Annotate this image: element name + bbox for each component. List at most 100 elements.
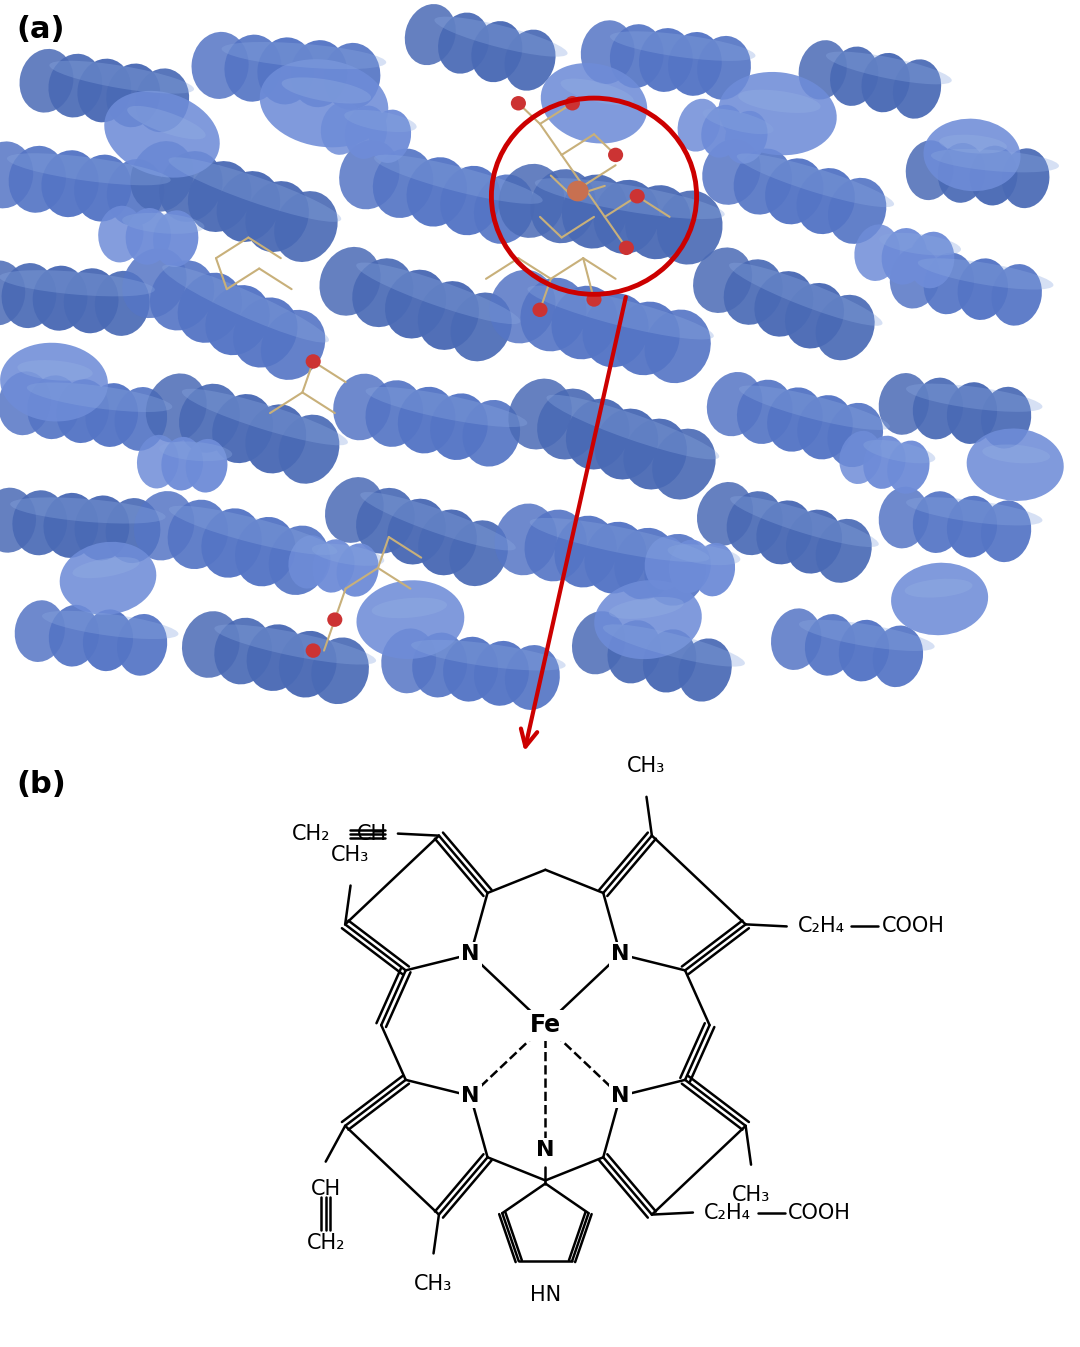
Ellipse shape: [527, 286, 714, 339]
Ellipse shape: [291, 40, 348, 108]
Ellipse shape: [983, 445, 1050, 463]
Ellipse shape: [504, 30, 555, 90]
Ellipse shape: [225, 35, 282, 101]
Ellipse shape: [443, 637, 498, 702]
Ellipse shape: [372, 598, 447, 618]
Ellipse shape: [923, 119, 1021, 191]
Ellipse shape: [827, 403, 883, 467]
Ellipse shape: [441, 166, 501, 236]
Ellipse shape: [906, 140, 954, 201]
Ellipse shape: [430, 393, 488, 461]
Ellipse shape: [12, 490, 67, 555]
Ellipse shape: [450, 292, 512, 361]
Text: N: N: [461, 944, 480, 964]
Ellipse shape: [639, 28, 692, 92]
Ellipse shape: [181, 389, 348, 446]
Ellipse shape: [918, 259, 1053, 290]
Ellipse shape: [862, 53, 909, 112]
Text: C₂H₄: C₂H₄: [797, 916, 845, 936]
Ellipse shape: [799, 620, 934, 651]
Ellipse shape: [839, 431, 881, 484]
Text: CH₃: CH₃: [732, 1185, 770, 1206]
Text: C₂H₄: C₂H₄: [704, 1203, 751, 1223]
Ellipse shape: [64, 268, 119, 333]
Ellipse shape: [0, 141, 33, 209]
Ellipse shape: [127, 106, 205, 139]
Ellipse shape: [85, 383, 138, 447]
Ellipse shape: [471, 22, 523, 82]
Circle shape: [306, 354, 321, 369]
Ellipse shape: [153, 210, 199, 267]
Ellipse shape: [645, 310, 711, 383]
Ellipse shape: [257, 38, 314, 105]
Ellipse shape: [625, 185, 691, 259]
Ellipse shape: [891, 563, 988, 636]
Ellipse shape: [188, 162, 252, 232]
Ellipse shape: [279, 415, 339, 484]
Ellipse shape: [177, 272, 242, 343]
Ellipse shape: [0, 271, 154, 296]
Ellipse shape: [246, 624, 305, 691]
Ellipse shape: [181, 612, 240, 678]
Ellipse shape: [146, 373, 206, 443]
Ellipse shape: [98, 206, 144, 263]
Circle shape: [532, 303, 548, 317]
Ellipse shape: [352, 259, 414, 327]
Text: COOH: COOH: [788, 1203, 851, 1223]
Circle shape: [565, 96, 580, 110]
Ellipse shape: [1, 263, 56, 329]
Ellipse shape: [95, 271, 150, 335]
Ellipse shape: [541, 63, 647, 144]
Ellipse shape: [418, 282, 480, 350]
Ellipse shape: [59, 541, 157, 614]
Ellipse shape: [10, 497, 165, 524]
Ellipse shape: [339, 140, 400, 209]
Ellipse shape: [737, 154, 894, 207]
Ellipse shape: [594, 581, 702, 659]
Ellipse shape: [373, 148, 433, 218]
Ellipse shape: [645, 536, 687, 590]
Ellipse shape: [365, 380, 423, 447]
Ellipse shape: [17, 360, 93, 381]
Ellipse shape: [981, 387, 1031, 449]
Ellipse shape: [890, 247, 941, 308]
Ellipse shape: [693, 543, 735, 597]
Ellipse shape: [345, 105, 387, 159]
Ellipse shape: [669, 32, 721, 96]
Ellipse shape: [873, 625, 923, 687]
Ellipse shape: [730, 496, 879, 547]
Text: CH₃: CH₃: [415, 1274, 453, 1294]
Ellipse shape: [893, 59, 941, 119]
Ellipse shape: [958, 259, 1008, 321]
Ellipse shape: [771, 609, 822, 669]
Ellipse shape: [405, 4, 456, 65]
Circle shape: [608, 148, 623, 162]
Text: CH: CH: [311, 1179, 341, 1199]
Ellipse shape: [345, 110, 417, 132]
Ellipse shape: [356, 488, 415, 554]
Ellipse shape: [879, 486, 929, 548]
Circle shape: [306, 644, 321, 657]
Ellipse shape: [906, 384, 1042, 412]
Ellipse shape: [607, 620, 661, 683]
Ellipse shape: [27, 383, 173, 412]
Ellipse shape: [50, 61, 194, 94]
Ellipse shape: [546, 395, 719, 459]
Ellipse shape: [438, 12, 489, 74]
Ellipse shape: [72, 558, 139, 578]
Ellipse shape: [261, 310, 325, 380]
Ellipse shape: [913, 377, 963, 439]
Ellipse shape: [581, 20, 635, 84]
Ellipse shape: [150, 260, 214, 330]
Ellipse shape: [233, 298, 298, 368]
Ellipse shape: [32, 265, 87, 330]
Ellipse shape: [667, 544, 741, 566]
Text: N: N: [611, 1086, 630, 1106]
Ellipse shape: [863, 435, 906, 489]
Ellipse shape: [765, 159, 823, 225]
Ellipse shape: [387, 498, 446, 564]
Ellipse shape: [754, 271, 813, 337]
Ellipse shape: [361, 492, 516, 551]
Ellipse shape: [0, 488, 36, 552]
Ellipse shape: [733, 148, 792, 214]
